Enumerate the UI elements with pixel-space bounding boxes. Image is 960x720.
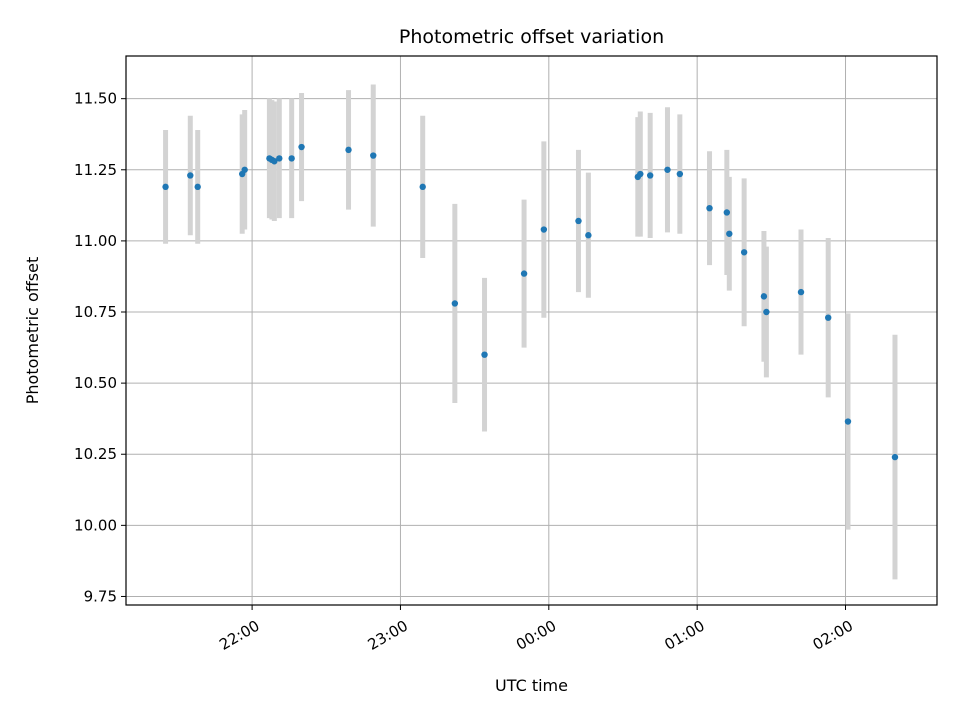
y-tick-label: 9.75 <box>84 587 117 605</box>
data-point <box>585 232 592 239</box>
y-tick-label: 11.25 <box>74 161 117 179</box>
y-tick-label: 11.00 <box>74 232 117 250</box>
grid <box>126 56 937 605</box>
data-point <box>241 166 248 173</box>
data-point <box>194 183 201 191</box>
data-point <box>706 204 713 212</box>
x-tick-label: 23:00 <box>365 617 411 654</box>
data-point <box>288 155 295 162</box>
data-point <box>726 230 733 237</box>
x-tick-label: 00:00 <box>513 617 559 654</box>
data-point <box>481 351 488 358</box>
data-point <box>825 314 832 321</box>
data-point <box>575 217 582 225</box>
data-point <box>723 209 731 216</box>
data-point <box>271 158 278 165</box>
data-point <box>760 293 768 300</box>
data-point <box>676 170 684 178</box>
y-tick-label: 11.50 <box>74 90 117 108</box>
data-point <box>345 146 352 154</box>
data-point <box>844 418 852 425</box>
data-point <box>637 170 644 178</box>
data-points <box>162 143 899 461</box>
data-point <box>891 453 899 461</box>
data-point <box>370 152 377 159</box>
y-tick-label: 10.00 <box>74 516 117 534</box>
plot-area <box>125 55 938 606</box>
data-point <box>298 143 305 151</box>
data-point <box>451 300 459 307</box>
y-tick-label: 10.25 <box>74 445 117 463</box>
y-axis-label: Photometric offset <box>23 257 42 405</box>
data-point <box>276 155 283 162</box>
data-point <box>187 172 194 179</box>
data-point <box>740 249 748 256</box>
y-tick-label: 10.50 <box>74 374 117 392</box>
data-point <box>419 183 426 191</box>
data-point <box>520 270 528 277</box>
y-tick-label: 10.75 <box>74 303 117 321</box>
data-point <box>540 226 548 233</box>
x-tick-label: 22:00 <box>216 617 262 654</box>
x-tick-label: 02:00 <box>810 617 856 654</box>
data-point <box>797 288 805 296</box>
data-point <box>763 308 770 316</box>
data-point <box>162 183 169 191</box>
data-point <box>646 172 654 179</box>
data-point <box>664 166 671 173</box>
x-axis-label: UTC time <box>495 676 568 695</box>
chart-title: Photometric offset variation <box>399 26 664 48</box>
x-tick-label: 01:00 <box>661 617 707 654</box>
